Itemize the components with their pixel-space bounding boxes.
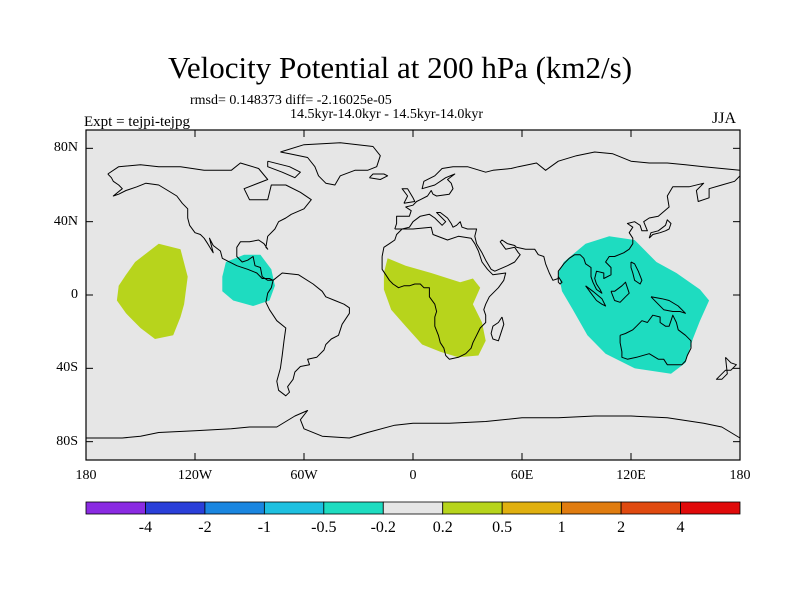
colorbar-label: 2 (617, 519, 626, 536)
colorbar-label: 0.2 (432, 519, 453, 536)
coastline-australia (619, 314, 692, 366)
colorbar-label: -0.2 (370, 519, 396, 536)
y-tick-label: 40N (53, 213, 78, 229)
coastline-borneo (610, 281, 630, 303)
colorbar-label: 1 (557, 519, 566, 536)
region-central-pacific (116, 243, 188, 339)
colorbar-label: -2 (198, 519, 212, 536)
region-central-america (222, 254, 275, 306)
coastline-japan (648, 219, 672, 239)
y-tick-label: 80N (53, 140, 78, 156)
x-tick-label: 120E (616, 468, 646, 483)
colorbar-label: -1 (257, 519, 272, 536)
region-africa (383, 258, 486, 358)
x-tick-label: 0 (409, 468, 417, 483)
x-tick-label: 60E (510, 468, 534, 483)
x-tick-label: 120W (177, 468, 213, 483)
coastline-greenland (280, 142, 381, 186)
coastline-new-guinea (650, 296, 686, 314)
coastline-madagascar (490, 316, 505, 342)
season-label: JJA (712, 110, 737, 127)
colorbar-label: -4 (138, 519, 153, 536)
coastline-sri-lanka (557, 276, 563, 285)
coastline-sumatra (585, 285, 607, 307)
y-tick-label: 40S (56, 360, 78, 376)
colorbar-label: 4 (676, 519, 685, 536)
coastline-africa (381, 226, 507, 360)
coastline-north-america (107, 162, 312, 281)
x-tick-label: 60W (290, 468, 318, 483)
x-tick-label: 180 (75, 468, 97, 483)
coastline-new-zealand (715, 356, 737, 380)
coastline-british-isles (401, 188, 416, 204)
y-tick-label: 0 (71, 287, 78, 302)
coastline-south-america (265, 272, 350, 397)
rmsd-diff-stats: rmsd= 0.148373 diff= -2.16025e-05 (190, 93, 392, 108)
x-tick-label: 180 (729, 468, 751, 483)
coastline-antarctica (86, 410, 741, 439)
coastline-philippines (630, 261, 643, 285)
coastline-iceland (369, 173, 389, 180)
experiment-range: 14.5kyr-14.0kyr - 14.5kyr-14.0kyr (290, 107, 484, 122)
coastline-eurasia (394, 151, 741, 294)
chart-title: Velocity Potential at 200 hPa (km2/s) (167, 50, 633, 85)
y-tick-label: 80S (56, 433, 78, 449)
colorbar-label: 0.5 (492, 519, 513, 536)
coastline-baffin (267, 160, 301, 179)
experiment-label: Expt = tejpi-tejpg (84, 114, 190, 130)
colorbar-label: -0.5 (311, 519, 337, 536)
region-indo-pacific (558, 236, 710, 374)
